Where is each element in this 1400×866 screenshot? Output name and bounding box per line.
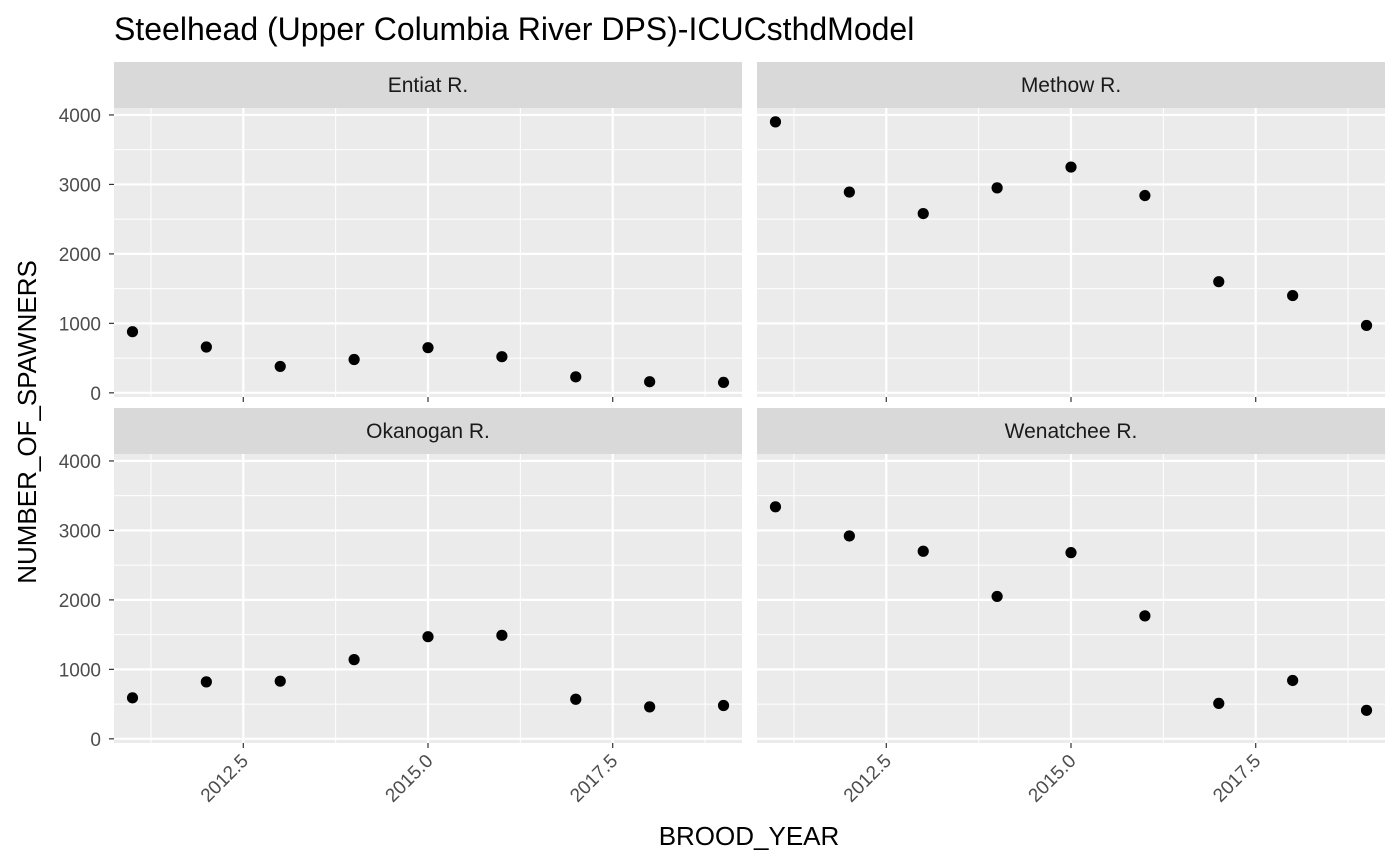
data-point [1065, 547, 1077, 559]
data-point [717, 699, 730, 712]
facet-entiat-r: Entiat R. 0 1000 2000 3000 4000 [59, 62, 742, 405]
data-point [644, 376, 656, 388]
data-point [274, 675, 286, 687]
x-tick-label: 2017.5 [566, 751, 622, 807]
y-tick-label: 3000 [59, 175, 101, 196]
data-point [917, 545, 929, 557]
data-point [126, 692, 139, 704]
y-tick-label: 2000 [59, 245, 101, 266]
x-tick-label: 2015.0 [1025, 751, 1081, 807]
facet-strip-label: Wenatchee R. [1005, 420, 1138, 443]
data-point [717, 376, 730, 389]
x-tick-label: 2017.5 [1209, 751, 1265, 807]
data-point [1213, 276, 1225, 288]
data-point [422, 342, 434, 354]
data-point [126, 326, 139, 338]
data-point [769, 116, 782, 128]
data-point [570, 371, 582, 383]
data-point [917, 207, 929, 220]
facet-strip [757, 62, 1385, 108]
y-tick-label: 1000 [59, 660, 101, 681]
data-point [570, 693, 582, 705]
y-tick-label: 3000 [59, 521, 101, 542]
facet-wenatchee-r: Wenatchee R. 2012.5 2015.0 2017.5 [757, 408, 1385, 807]
data-point [496, 629, 508, 641]
data-point [843, 186, 855, 198]
data-point [1213, 697, 1225, 710]
y-axis-title: NUMBER_OF_SPAWNERS [12, 260, 42, 584]
data-point [1139, 189, 1151, 202]
data-point [496, 351, 508, 363]
facet-strip-label: Okanogan R. [366, 420, 490, 443]
x-axis-title: BROOD_YEAR [659, 821, 840, 851]
data-point [843, 530, 855, 542]
y-tick-label: 0 [90, 730, 101, 751]
data-point [1360, 319, 1373, 332]
facet-strip [757, 408, 1385, 454]
data-point [769, 501, 782, 513]
y-tick-label: 2000 [59, 591, 101, 612]
data-point [1287, 289, 1299, 302]
data-point [274, 360, 286, 373]
data-point [1360, 704, 1373, 716]
data-point [644, 701, 656, 713]
facet-strip-label: Entiat R. [388, 74, 469, 97]
x-tick-label: 2015.0 [382, 751, 438, 807]
chart-title: Steelhead (Upper Columbia River DPS)-ICU… [114, 11, 914, 47]
data-point [1065, 161, 1077, 173]
data-point [1287, 674, 1299, 687]
facet-strip-label: Methow R. [1021, 74, 1121, 97]
facet-methow-r: Methow R. [757, 62, 1385, 402]
data-point [200, 676, 212, 688]
x-tick-label: 2012.5 [197, 751, 253, 807]
y-tick-label: 4000 [59, 106, 101, 127]
data-point [348, 353, 360, 366]
facet-strip [114, 62, 742, 108]
y-tick-label: 1000 [59, 314, 101, 335]
y-tick-label: 4000 [59, 452, 101, 473]
data-point [991, 182, 1003, 194]
data-point [422, 631, 434, 643]
y-tick-label: 0 [90, 384, 101, 405]
data-point [991, 590, 1003, 603]
data-point [200, 341, 212, 353]
data-point [1139, 610, 1151, 622]
data-point [348, 654, 360, 666]
x-tick-label: 2012.5 [840, 751, 896, 807]
facet-strip [114, 408, 742, 454]
facet-panels: Entiat R. 0 1000 2000 3000 4000 Methow R. Okano… [59, 62, 1385, 807]
facet-okanogan-r: Okanogan R. 0 1000 2000 3000 4000 2012.5 2015.0… [59, 408, 742, 807]
